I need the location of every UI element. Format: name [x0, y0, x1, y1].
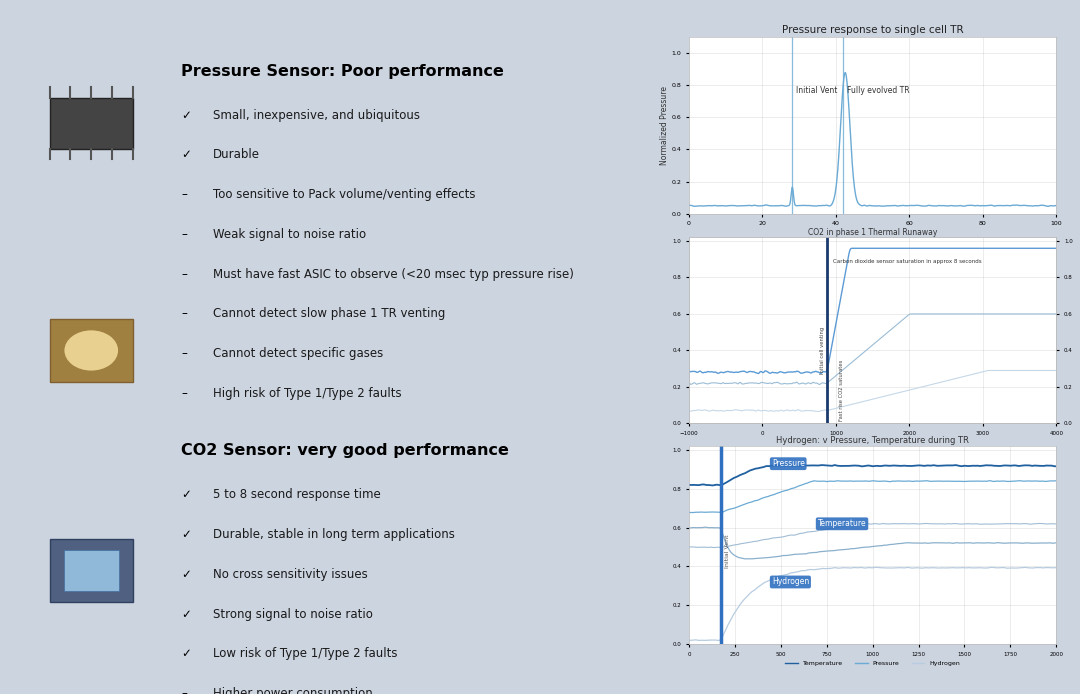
- Text: ✓: ✓: [181, 608, 191, 620]
- Text: ✓: ✓: [181, 149, 191, 162]
- Text: ✓: ✓: [181, 489, 191, 502]
- Text: Fully evolved TR: Fully evolved TR: [847, 86, 909, 95]
- Text: Too sensitive to Pack volume/venting effects: Too sensitive to Pack volume/venting eff…: [214, 188, 476, 201]
- Text: Cannot detect specific gases: Cannot detect specific gases: [214, 347, 383, 360]
- Bar: [50, 98, 133, 149]
- Text: No cross sensitivity issues: No cross sensitivity issues: [214, 568, 368, 581]
- Text: –: –: [181, 687, 187, 694]
- Text: Durable: Durable: [214, 149, 260, 162]
- Text: ✓: ✓: [181, 109, 191, 121]
- Text: Weak signal to noise ratio: Weak signal to noise ratio: [214, 228, 366, 241]
- Text: Pressure Sensor: Poor performance: Pressure Sensor: Poor performance: [181, 64, 504, 78]
- Text: ✓: ✓: [181, 568, 191, 581]
- Text: Pressure: Pressure: [772, 459, 805, 468]
- Text: –: –: [181, 387, 187, 400]
- Text: –: –: [181, 307, 187, 321]
- Bar: [64, 550, 119, 591]
- Text: –: –: [181, 347, 187, 360]
- Text: ✓: ✓: [181, 528, 191, 541]
- Text: Small, inexpensive, and ubiquitous: Small, inexpensive, and ubiquitous: [214, 109, 420, 121]
- Legend: Temperature, Pressure, Hydrogen: Temperature, Pressure, Hydrogen: [783, 658, 962, 668]
- Text: Cannot detect slow phase 1 TR venting: Cannot detect slow phase 1 TR venting: [214, 307, 446, 321]
- Text: –: –: [181, 188, 187, 201]
- Text: Initial cell venting: Initial cell venting: [820, 327, 825, 374]
- Text: CO2 Sensor: very good performance: CO2 Sensor: very good performance: [181, 443, 509, 458]
- Text: Temperature: Temperature: [818, 519, 866, 528]
- Text: Must have fast ASIC to observe (<20 msec typ pressure rise): Must have fast ASIC to observe (<20 msec…: [214, 268, 575, 280]
- Text: ✓: ✓: [181, 648, 191, 661]
- Y-axis label: Normalized Pressure: Normalized Pressure: [660, 86, 669, 164]
- Text: High risk of Type 1/Type 2 faults: High risk of Type 1/Type 2 faults: [214, 387, 402, 400]
- Text: Low risk of Type 1/Type 2 faults: Low risk of Type 1/Type 2 faults: [214, 648, 397, 661]
- Text: 5 to 8 second response time: 5 to 8 second response time: [214, 489, 381, 502]
- Circle shape: [64, 330, 119, 371]
- Text: Higher power consumption: Higher power consumption: [214, 687, 373, 694]
- Text: Carbon dioxide sensor saturation in approx 8 seconds: Carbon dioxide sensor saturation in appr…: [833, 259, 982, 264]
- Text: Fast rise CO2 saturates: Fast rise CO2 saturates: [839, 359, 845, 421]
- Text: Durable, stable in long term applications: Durable, stable in long term application…: [214, 528, 456, 541]
- Text: Initial Vent: Initial Vent: [796, 86, 837, 95]
- Title: Hydrogen: v Pressure, Temperature during TR: Hydrogen: v Pressure, Temperature during…: [777, 437, 969, 446]
- Text: Strong signal to noise ratio: Strong signal to noise ratio: [214, 608, 374, 620]
- Title: Pressure response to single cell TR: Pressure response to single cell TR: [782, 24, 963, 35]
- Title: CO2 in phase 1 Thermal Runaway: CO2 in phase 1 Thermal Runaway: [808, 228, 937, 237]
- Text: Hydrogen: Hydrogen: [772, 577, 809, 586]
- Text: –: –: [181, 268, 187, 280]
- Text: –: –: [181, 228, 187, 241]
- Text: Initial Vent: Initial Vent: [725, 534, 730, 568]
